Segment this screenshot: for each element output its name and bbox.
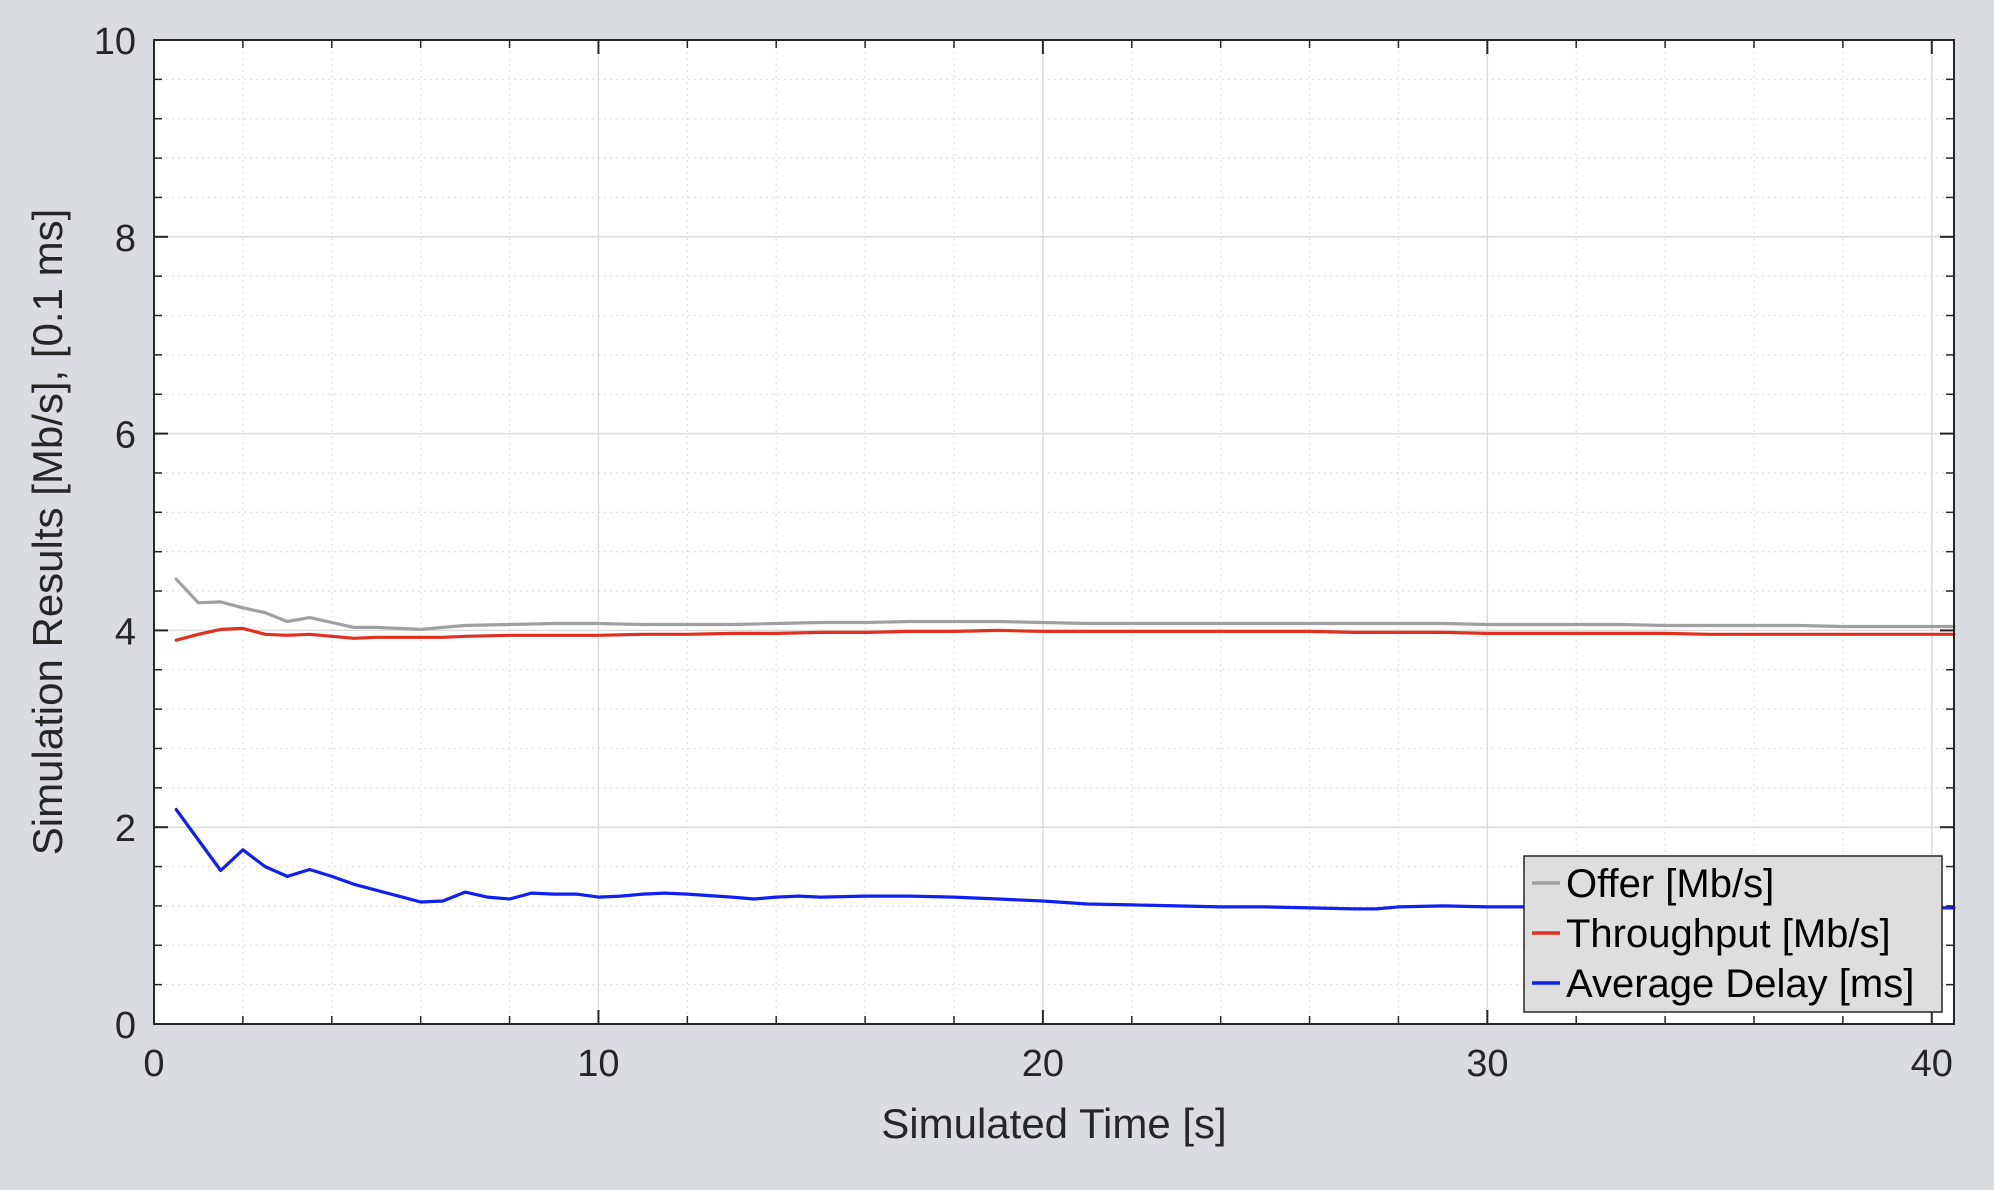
x-tick-labels: 0 10 20 30 40 bbox=[143, 1043, 1952, 1085]
y-tick-label: 0 bbox=[115, 1005, 136, 1047]
x-axis-label: Simulated Time [s] bbox=[881, 1100, 1226, 1147]
x-tick-label: 10 bbox=[577, 1043, 619, 1085]
plot-frame bbox=[153, 39, 1955, 1025]
y-tick-label: 10 bbox=[94, 21, 136, 63]
x-tick-label: 30 bbox=[1466, 1043, 1508, 1085]
series-line-offer-mb-s bbox=[174, 577, 1956, 632]
ticks bbox=[153, 39, 1954, 1025]
series-line-throughput-mb-s bbox=[174, 626, 1956, 642]
y-tick-label: 6 bbox=[115, 415, 136, 457]
y-tick-labels: 0 2 4 6 8 10 bbox=[94, 21, 136, 1047]
x-tick-label: 20 bbox=[1022, 1043, 1064, 1085]
x-tick-label: 0 bbox=[143, 1043, 164, 1085]
y-tick-label: 2 bbox=[115, 808, 136, 850]
legend: Offer [Mb/s] Throughput [Mb/s] Average Del… bbox=[1523, 855, 1943, 1013]
y-axis-label: Simulation Results [Mb/s], [0.1 ms] bbox=[24, 209, 71, 856]
legend-entry: Throughput [Mb/s] bbox=[1566, 912, 1891, 956]
legend-entry: Average Delay [ms] bbox=[1566, 962, 1914, 1006]
y-tick-label: 4 bbox=[115, 611, 136, 653]
x-tick-label: 40 bbox=[1911, 1043, 1953, 1085]
legend-entry: Offer [Mb/s] bbox=[1566, 862, 1774, 906]
y-tick-label: 8 bbox=[115, 218, 136, 260]
legend-box bbox=[1523, 855, 1943, 1013]
